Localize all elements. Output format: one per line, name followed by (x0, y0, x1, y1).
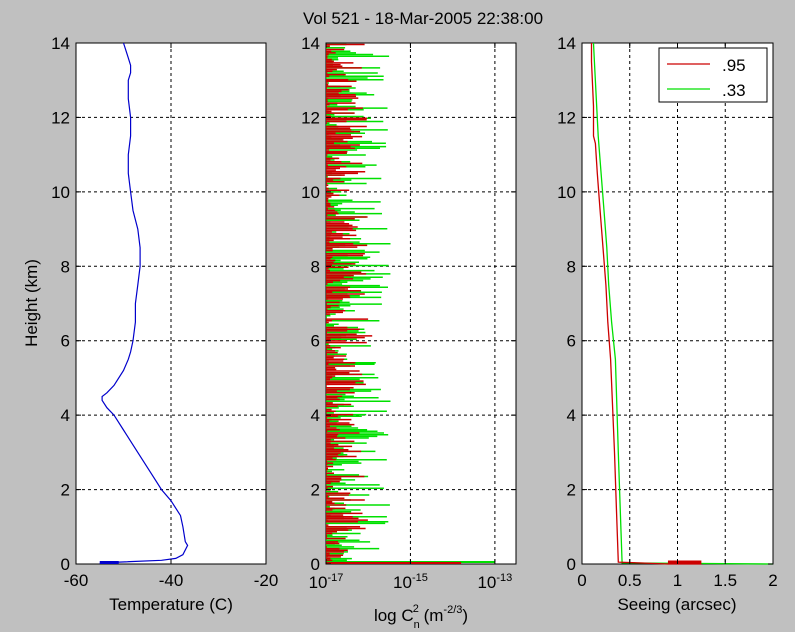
y-tick-label: 6 (567, 332, 576, 351)
y-tick-label: 0 (311, 555, 320, 574)
y-tick-label: 4 (61, 406, 70, 425)
legend-box (658, 47, 768, 103)
temperature-panel: -60 -40 -20 0 2 4 6 8 10 12 14 Temperature (C) Hei… (22, 34, 278, 614)
cn2-xlabel-sub: n (414, 619, 420, 631)
legend-label-033: .33 (722, 81, 746, 100)
cn2-panel: 10-17 10-15 10-13 0 2 4 6 8 10 12 14 log Cn 2 (m-2/… (301, 34, 517, 631)
seeing-line-095 (590, 43, 702, 565)
y-tick-label: 14 (557, 34, 576, 53)
y-tick-label: 14 (301, 34, 320, 53)
x-tick-label: 10-13 (477, 572, 512, 592)
x-tick-label: -40 (159, 571, 184, 590)
y-tick-label: 8 (61, 257, 70, 276)
y-tick-label: 6 (311, 332, 320, 351)
seeing-line-033 (592, 42, 774, 565)
x-tick-label: -20 (254, 571, 279, 590)
temperature-line (99, 42, 189, 564)
cn2-xlabel-main: log C (374, 606, 414, 625)
x-tick-label: 1.5 (713, 571, 737, 590)
y-tick-label: 12 (557, 108, 576, 127)
y-tick-label: 8 (311, 257, 320, 276)
legend-label-095: .95 (722, 56, 746, 75)
x-tick-label: 1 (673, 571, 682, 590)
figure-title: Vol 521 - 18-Mar-2005 22:38:00 (303, 9, 543, 28)
seeing-xlabel: Seeing (arcsec) (617, 595, 736, 614)
x-tick-label: 0 (577, 571, 586, 590)
legend: .95 .33 (658, 47, 768, 103)
cn2-xlabel-unit-sup: -2/3 (443, 604, 462, 616)
y-tick-label: 2 (311, 481, 320, 500)
x-tick-label: 0.5 (618, 571, 642, 590)
y-tick-label: 0 (567, 555, 576, 574)
y-tick-label: 6 (61, 332, 70, 351)
cn2-xlabel-unit-open: (m (419, 606, 444, 625)
y-tick-label: 12 (301, 108, 320, 127)
cn2-xlabel: log Cn 2 (m-2/3) (374, 603, 468, 631)
x-tick-label: 10-15 (393, 572, 428, 592)
y-tick-label: 0 (61, 555, 70, 574)
y-tick-label: 10 (51, 183, 70, 202)
y-tick-label: 12 (51, 108, 70, 127)
temperature-xlabel: Temperature (C) (109, 595, 233, 614)
x-tick-label: 10-17 (309, 572, 344, 592)
y-tick-label: 8 (567, 257, 576, 276)
seeing-panel: 0 0.5 1 1.5 2 0 2 4 6 8 10 12 14 Seeing (arcsec) .95… (557, 34, 778, 614)
seeing-series (590, 42, 774, 565)
y-tick-label: 14 (51, 34, 70, 53)
temperature-series (99, 42, 189, 564)
y-tick-label: 4 (567, 406, 576, 425)
x-tick-label: -60 (64, 571, 89, 590)
y-tick-label: 10 (557, 183, 576, 202)
height-ylabel: Height (km) (22, 259, 41, 347)
y-tick-label: 2 (567, 481, 576, 500)
cn2-xlabel-sup: 2 (413, 603, 419, 615)
cn2-line-095 (326, 43, 373, 562)
cn2-xlabel-unit-close: ) (462, 606, 468, 625)
x-tick-label: 2 (768, 571, 777, 590)
y-tick-label: 10 (301, 183, 320, 202)
y-tick-label: 4 (311, 406, 320, 425)
y-tick-label: 2 (61, 481, 70, 500)
